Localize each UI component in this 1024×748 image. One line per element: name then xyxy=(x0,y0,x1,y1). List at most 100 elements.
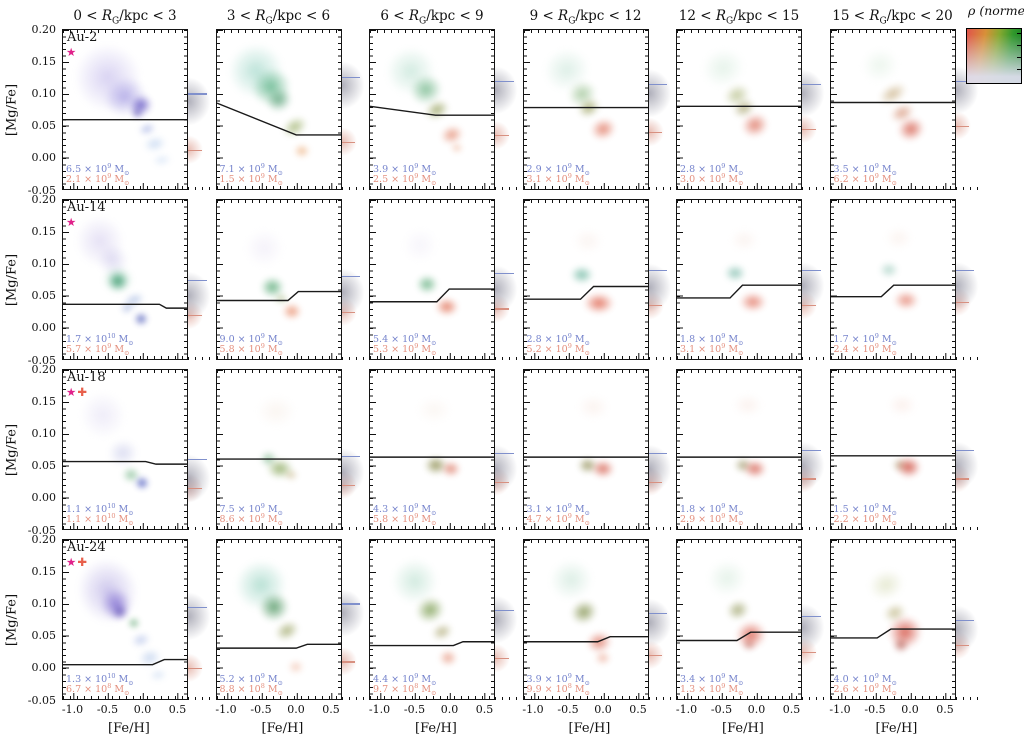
mass-label-blue: 6.5 × 109 M⊙ xyxy=(66,162,130,178)
minor-ticks-top xyxy=(63,540,187,543)
major-ticks-left xyxy=(830,540,837,699)
density-panel-Au-14-bin0: Au-14 ★ 1.7 × 1010 M⊙ 5.7 × 109 M⊙ xyxy=(62,199,188,360)
major-ticks-left xyxy=(677,30,683,189)
minor-ticks-right xyxy=(337,30,341,189)
marginal-red-mean-line xyxy=(495,135,509,137)
mass-label-blue: 1.8 × 109 M⊙ xyxy=(680,332,744,348)
major-ticks-left xyxy=(830,30,837,189)
mass-label-red: 5.8 × 109 M⊙ xyxy=(373,512,437,528)
x-axis-label: [Fe/H] xyxy=(722,721,764,736)
marginal-distribution xyxy=(802,199,827,360)
major-ticks-bottom xyxy=(830,353,955,359)
marginal-blue-mean-line xyxy=(648,452,668,454)
mass-label-blue: 3.4 × 109 M⊙ xyxy=(680,672,744,688)
mass-label-blue: 1.8 × 109 M⊙ xyxy=(680,502,744,518)
density-blob xyxy=(132,473,153,493)
marginal-ticks-bottom xyxy=(648,697,674,700)
major-ticks-bottom xyxy=(830,183,955,189)
marginal-blue-mean-line xyxy=(802,449,821,451)
minor-ticks-top xyxy=(523,540,648,543)
marginal-red-mean-line xyxy=(802,305,816,307)
marginal-distribution xyxy=(188,29,213,190)
marginal-ticks-bottom xyxy=(802,697,827,700)
x-axis-label: [Fe/H] xyxy=(568,721,611,736)
density-blob xyxy=(875,258,903,282)
y-axis-label: [Mg/Fe] xyxy=(4,423,20,476)
x-axis-label: [Fe/H] xyxy=(415,721,457,736)
y-tick-label: 0.05 xyxy=(31,629,57,643)
marginal-red-mean-line xyxy=(648,132,663,134)
minor-ticks-top xyxy=(677,30,801,33)
x-tick-label: 0.5 xyxy=(936,703,954,716)
marginal-ticks-bottom xyxy=(802,357,827,360)
major-ticks-left xyxy=(677,540,683,699)
mass-label-blue: 1.5 × 109 M⊙ xyxy=(833,502,898,518)
alpha-separation-line xyxy=(831,540,955,699)
x-tick-label: -1.0 xyxy=(675,703,698,716)
mass-label-red: 1.1 × 1010 M⊙ xyxy=(66,512,134,528)
marginal-blue-mean-line xyxy=(495,452,514,454)
mass-label-blue: 3.9 × 109 M⊙ xyxy=(373,162,437,178)
star-marker-icon: ★ xyxy=(66,45,78,59)
marginal-kde xyxy=(955,199,981,360)
marginal-kde xyxy=(648,369,674,530)
density-blob xyxy=(591,648,615,668)
major-ticks-left xyxy=(370,200,376,359)
density-panel-Au-14-bin4: 1.8 × 109 M⊙ 3.1 × 109 M⊙ xyxy=(676,199,802,360)
x-axis-label: [Fe/H] xyxy=(261,721,304,736)
marginal-kde xyxy=(341,199,367,360)
major-ticks-bottom xyxy=(216,353,341,359)
major-ticks-bottom xyxy=(677,353,801,359)
mass-label-blue: 7.5 × 109 M⊙ xyxy=(219,502,284,518)
minor-ticks-right xyxy=(644,370,648,529)
marginal-ticks-bottom xyxy=(648,187,674,190)
marginal-red-mean-line xyxy=(341,661,356,663)
minor-ticks-top xyxy=(370,30,494,33)
marginal-blue-mean-line xyxy=(341,276,361,278)
marginal-blue-mean-line xyxy=(341,77,361,79)
minor-ticks-top xyxy=(370,540,494,543)
marginal-distribution xyxy=(188,199,213,360)
marginal-kde xyxy=(495,29,520,190)
marginal-ticks-bottom xyxy=(341,527,367,530)
marginal-kde xyxy=(188,539,213,700)
density-blob xyxy=(124,614,143,631)
alpha-separation-line xyxy=(831,30,955,189)
mass-label-red: 3.0 × 109 M⊙ xyxy=(680,172,744,188)
density-blob xyxy=(891,452,926,482)
major-ticks-bottom xyxy=(830,523,955,529)
mass-label-blue: 4.0 × 109 M⊙ xyxy=(833,672,898,688)
alpha-separation-line xyxy=(370,540,494,699)
x-tick-label: -0.5 xyxy=(557,703,579,716)
major-ticks-bottom xyxy=(370,523,494,529)
minor-ticks-top xyxy=(216,30,341,33)
major-ticks-left xyxy=(523,370,530,529)
y-axis-label: [Mg/Fe] xyxy=(4,253,20,306)
x-tick-label: 0.5 xyxy=(475,703,494,716)
density-panel-Au-14-bin2: 5.4 × 109 M⊙ 5.3 × 109 M⊙ xyxy=(369,199,495,360)
mass-label-red: 8.6 × 109 M⊙ xyxy=(219,512,284,528)
density-blob xyxy=(878,222,919,255)
density-blob xyxy=(430,293,463,320)
major-ticks-bottom xyxy=(63,693,187,699)
mass-label-blue: 7.1 × 109 M⊙ xyxy=(219,162,284,178)
marginal-red-mean-line xyxy=(955,645,970,647)
mass-label-blue: 1.1 × 1010 M⊙ xyxy=(66,502,134,518)
minor-ticks-top xyxy=(370,370,494,373)
x-tick-label: -0.5 xyxy=(710,703,733,716)
major-ticks-left xyxy=(677,200,683,359)
x-tick-label: -1.0 xyxy=(522,703,544,716)
x-tick-label: -1.0 xyxy=(215,703,237,716)
marginal-ticks-bottom xyxy=(341,357,367,360)
marginal-kde xyxy=(495,199,520,360)
density-blob xyxy=(882,389,923,421)
mass-label-red: 5.7 × 109 M⊙ xyxy=(66,342,130,358)
marginal-kde xyxy=(341,369,367,530)
mass-label-blue: 1.7 × 109 M⊙ xyxy=(833,332,898,348)
major-ticks-bottom xyxy=(523,693,648,699)
density-blob xyxy=(888,287,924,313)
density-blob xyxy=(565,262,598,288)
density-blob xyxy=(726,389,769,421)
x-tick-label: 0.5 xyxy=(168,703,187,716)
y-tick-label: 0.20 xyxy=(31,22,57,36)
